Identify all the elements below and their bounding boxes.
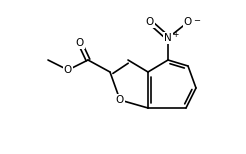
Text: O: O [116, 95, 124, 105]
Text: N: N [164, 33, 172, 43]
Text: O: O [146, 17, 154, 27]
Text: O: O [64, 65, 72, 75]
Text: +: + [172, 30, 179, 39]
Text: O: O [76, 38, 84, 48]
Text: −: − [193, 16, 200, 26]
Text: O: O [184, 17, 192, 27]
